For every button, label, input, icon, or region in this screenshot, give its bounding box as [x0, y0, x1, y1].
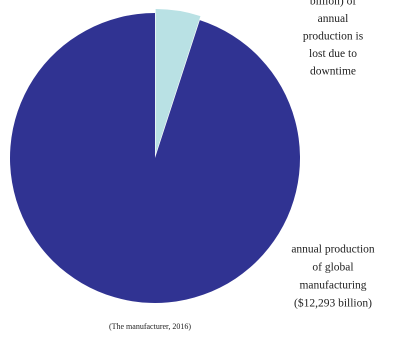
slice-label: downtime	[310, 66, 356, 78]
slice-label: annual	[318, 13, 349, 25]
source-note: (The manufacturer, 2016)	[109, 322, 191, 331]
pie-slice	[155, 9, 201, 155]
slice-label: of global	[312, 262, 353, 274]
pie-slice	[9, 13, 300, 303]
slice-label: production is	[303, 31, 364, 43]
slice-label: manufacturing	[299, 280, 366, 292]
slice-label: billion) of	[310, 0, 356, 8]
slice-label: ($12,293 billion)	[294, 297, 372, 310]
slice-label: annual production	[291, 244, 375, 256]
slice-label: lost due to	[309, 48, 357, 60]
